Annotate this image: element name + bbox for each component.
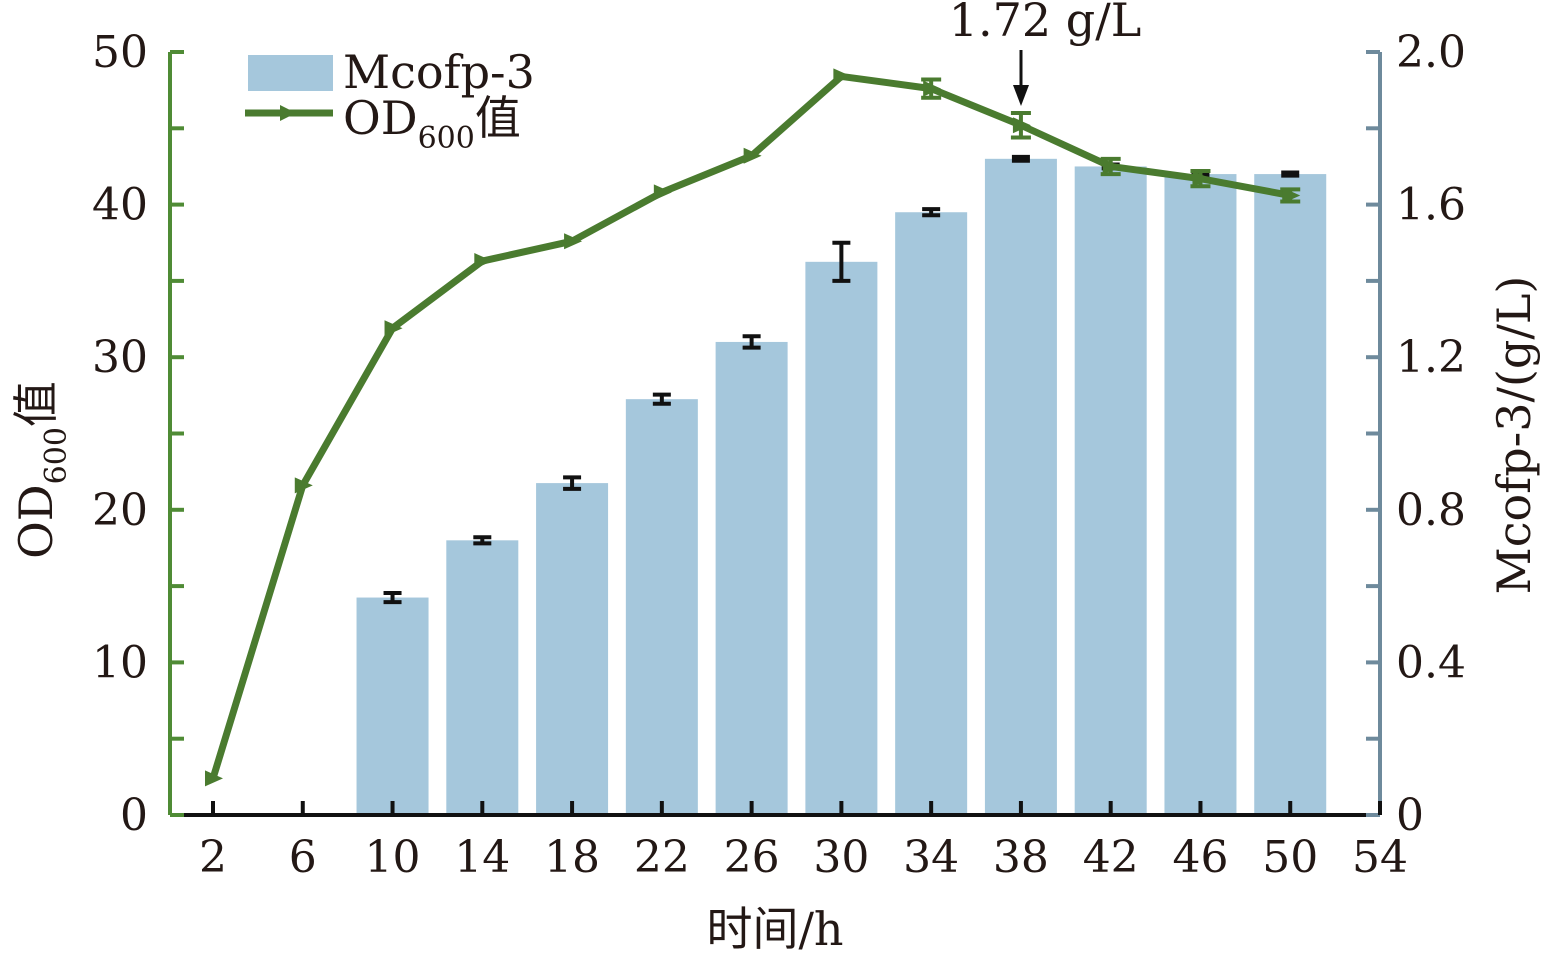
- x-tick-label: 26: [724, 832, 780, 883]
- bar-error-30: [832, 240, 851, 283]
- bar-mcofp3-50: [1254, 174, 1327, 815]
- annotation-label: 1.72 g/L: [949, 0, 1142, 47]
- od600-point-2: [205, 770, 223, 787]
- x-tick-label: 14: [454, 832, 510, 883]
- x-tick-label: 50: [1262, 832, 1318, 883]
- od600-point-30: [833, 68, 852, 85]
- od600-point-22: [653, 184, 672, 201]
- y-right-tick-label: 0: [1396, 790, 1424, 841]
- bar-mcofp3-46: [1164, 174, 1237, 815]
- x-tick-label: 38: [993, 832, 1049, 883]
- bar-error-50: [1281, 170, 1300, 178]
- od600-point-42: [1102, 158, 1121, 175]
- x-tick-label: 6: [289, 832, 317, 883]
- legend-bar-label: Mcofp-3: [343, 45, 535, 99]
- legend-bar-swatch: [248, 55, 333, 91]
- y-left-tick-label: 30: [92, 332, 148, 383]
- y-right-tick-label: 2.0: [1396, 27, 1466, 78]
- bar-mcofp3-14: [446, 540, 519, 815]
- x-tick-label: 2: [199, 832, 227, 883]
- bar-mcofp3-10: [356, 597, 429, 815]
- y-right-tick-label: 1.6: [1396, 180, 1466, 231]
- bar-error-22: [652, 392, 671, 406]
- y-left-tick-label: 0: [120, 790, 148, 841]
- bar-mcofp3-26: [715, 341, 788, 815]
- bar-error-26: [742, 334, 761, 350]
- legend-line-marker: [280, 105, 296, 121]
- y-axis-right-label: Mcofp-3/(g/L): [1487, 276, 1541, 595]
- bar-mcofp3-34: [895, 212, 968, 816]
- bar-error-18: [563, 475, 582, 491]
- y-left-tick-label: 50: [92, 27, 148, 78]
- bar-mcofp3-22: [625, 399, 698, 815]
- od600-point-18: [564, 233, 583, 250]
- y-axis-left-label: OD600值: [9, 381, 74, 559]
- y-right-tick-label: 1.2: [1396, 332, 1466, 383]
- od600-point-34: [923, 80, 942, 97]
- annotation-arrow-head: [1013, 85, 1029, 106]
- y-right-tick-label: 0.4: [1396, 637, 1466, 688]
- x-axis-label: 时间/h: [706, 902, 843, 954]
- od600-point-38: [1012, 117, 1031, 134]
- legend-line-label: OD600值: [343, 91, 521, 156]
- line-series-group: [205, 68, 1301, 787]
- y-left-tick-label: 40: [92, 180, 148, 231]
- x-tick-label: 30: [813, 832, 869, 883]
- y-right-tick-label: 0.8: [1396, 485, 1466, 536]
- bar-mcofp3-42: [1074, 166, 1147, 815]
- x-tick-label: 54: [1352, 832, 1408, 883]
- od600-point-14: [474, 253, 493, 270]
- od600-point-26: [743, 147, 762, 164]
- od600-point-46: [1192, 170, 1211, 187]
- x-tick-label: 46: [1172, 832, 1228, 883]
- od600-point-10: [384, 320, 403, 337]
- bar-error-34: [922, 207, 941, 218]
- od600-point-50: [1282, 187, 1301, 204]
- x-tick-label: 42: [1083, 832, 1139, 883]
- x-tick-label: 22: [634, 832, 690, 883]
- bar-error-14: [473, 535, 492, 546]
- y-left-tick-label: 20: [92, 485, 148, 536]
- od600-point-6: [294, 477, 313, 494]
- x-tick-label: 10: [365, 832, 421, 883]
- bar-error-10: [383, 590, 402, 605]
- bars-group: [356, 154, 1327, 816]
- bar-mcofp3-38: [984, 158, 1057, 815]
- bar-mcofp3-18: [536, 483, 609, 815]
- bar-mcofp3-30: [805, 261, 878, 815]
- peak-annotation: 1.72 g/L: [949, 0, 1142, 106]
- y-left-tick-label: 10: [92, 637, 148, 688]
- legend: Mcofp-3 OD600值: [245, 45, 535, 156]
- x-tick-label: 34: [903, 832, 959, 883]
- x-tick-label: 18: [544, 832, 600, 883]
- bar-error-38: [1011, 154, 1030, 163]
